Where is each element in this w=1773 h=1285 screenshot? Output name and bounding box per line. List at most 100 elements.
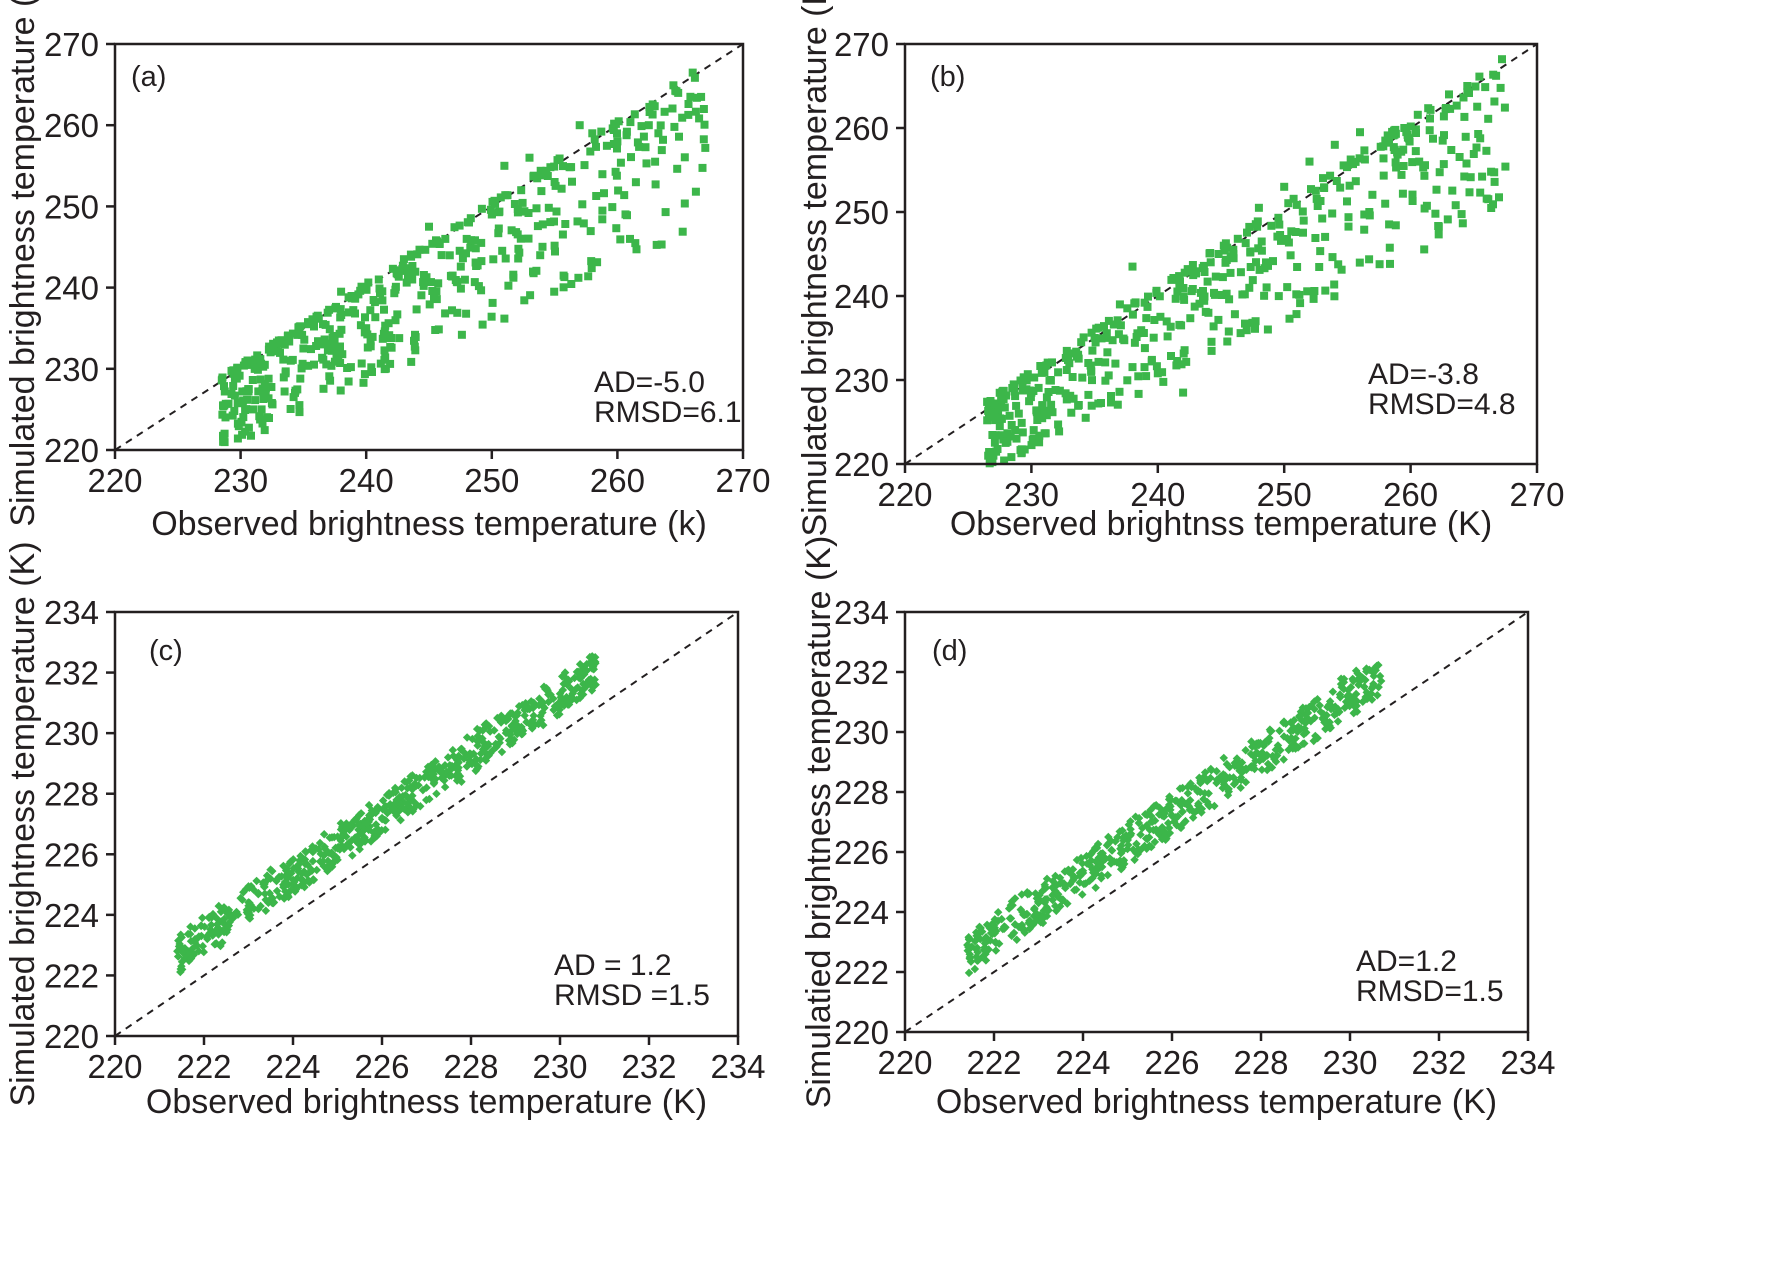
scatter-point	[289, 393, 298, 402]
scatter-point	[1175, 281, 1184, 290]
scatter-point	[575, 121, 584, 130]
scatter-point	[1424, 104, 1433, 113]
scatter-point	[1243, 228, 1251, 237]
scatter-point	[1206, 249, 1215, 257]
scatter-point	[371, 820, 381, 829]
scatter-point	[1150, 316, 1159, 324]
scatter-point	[1209, 322, 1218, 331]
scatter-point	[373, 805, 382, 814]
scatter-point	[1254, 203, 1263, 212]
scatter-point	[280, 879, 290, 888]
scatter-point	[1082, 859, 1092, 868]
scatter-point	[579, 219, 588, 228]
scatter-point	[360, 370, 369, 379]
scatter-point	[360, 825, 369, 835]
scatter-point	[303, 860, 312, 870]
scatter-point	[1280, 182, 1289, 191]
scatter-point	[678, 227, 687, 236]
scatter-point	[393, 267, 402, 276]
stats-annotation: RMSD =1.5	[554, 979, 710, 1012]
scatter-point	[592, 142, 600, 151]
scatter-point	[1489, 200, 1497, 209]
scatter-point	[300, 335, 309, 344]
scatter-point	[1374, 682, 1383, 692]
scatter-point	[1019, 373, 1028, 382]
scatter-point	[670, 122, 679, 131]
scatter-point	[985, 448, 994, 457]
scatter-point	[1190, 302, 1199, 311]
scatter-point	[414, 781, 423, 790]
scatter-point	[1094, 399, 1103, 408]
scatter-point	[1474, 130, 1483, 138]
scatter-point	[1408, 197, 1417, 205]
scatter-point	[310, 322, 318, 331]
scatter-point	[600, 189, 608, 198]
scatter-point	[1360, 155, 1369, 164]
scatter-point	[260, 880, 269, 889]
scatter-point	[1026, 393, 1035, 402]
scatter-point	[641, 143, 650, 152]
scatter-point	[199, 947, 208, 957]
stats-annotation: RMSD=4.8	[1368, 388, 1516, 421]
scatter-point	[1471, 82, 1480, 91]
scatter-point	[281, 367, 290, 376]
scatter-point	[526, 291, 535, 300]
scatter-point	[1163, 332, 1172, 341]
scatter-point	[568, 177, 576, 186]
scatter-point	[1142, 372, 1151, 381]
stats-annotation: AD = 1.2	[554, 949, 672, 982]
scatter-point	[997, 395, 1006, 404]
x-tick-label: 240	[1130, 476, 1185, 513]
scatter-point	[1128, 310, 1137, 319]
scatter-point	[1210, 801, 1219, 811]
scatter-point	[1292, 200, 1301, 209]
scatter-point	[1358, 697, 1367, 706]
y-tick-label: 260	[44, 107, 99, 144]
scatter-point	[312, 342, 321, 350]
scatter-point	[1041, 406, 1049, 415]
scatter-point	[1007, 453, 1016, 462]
scatter-point	[1207, 346, 1216, 355]
y-tick-label: 230	[44, 351, 99, 388]
scatter-point	[1079, 879, 1089, 889]
scatter-point	[473, 764, 482, 773]
scatter-point	[1291, 734, 1300, 743]
scatter-point	[1218, 273, 1227, 282]
scatter-point	[984, 406, 993, 415]
scatter-point	[1200, 268, 1209, 276]
scatter-point	[454, 758, 463, 767]
scatter-point	[542, 166, 551, 175]
scatter-point	[429, 769, 438, 779]
scatter-point	[1106, 859, 1116, 868]
scatter-point	[650, 102, 659, 111]
scatter-point	[294, 859, 304, 869]
scatter-point	[550, 217, 558, 226]
scatter-point	[1146, 817, 1156, 826]
scatter-point	[998, 387, 1007, 396]
scatter-point	[380, 346, 389, 355]
scatter-point	[554, 698, 564, 708]
scatter-point	[219, 437, 228, 446]
x-tick-label: 230	[213, 462, 268, 499]
scatter-point	[642, 159, 651, 168]
scatter-point	[552, 711, 562, 720]
scatter-point	[1062, 346, 1071, 355]
scatter-point	[1014, 409, 1023, 418]
scatter-point	[1111, 837, 1120, 846]
scatter-point	[260, 426, 269, 435]
scatter-point	[1333, 717, 1343, 726]
scatter-point	[1241, 319, 1249, 328]
scatter-point	[1040, 882, 1050, 892]
scatter-point	[1102, 333, 1111, 342]
scatter-point	[314, 314, 323, 323]
scatter-point	[398, 261, 407, 270]
scatter-point	[1141, 810, 1150, 819]
scatter-point	[1143, 302, 1152, 311]
scatter-point	[280, 387, 289, 396]
scatter-point	[592, 192, 601, 200]
scatter-point	[1429, 134, 1437, 143]
scatter-point	[1171, 294, 1180, 303]
scatter-point	[1263, 759, 1273, 769]
scatter-point	[1385, 220, 1394, 229]
scatter-point	[1289, 194, 1298, 203]
